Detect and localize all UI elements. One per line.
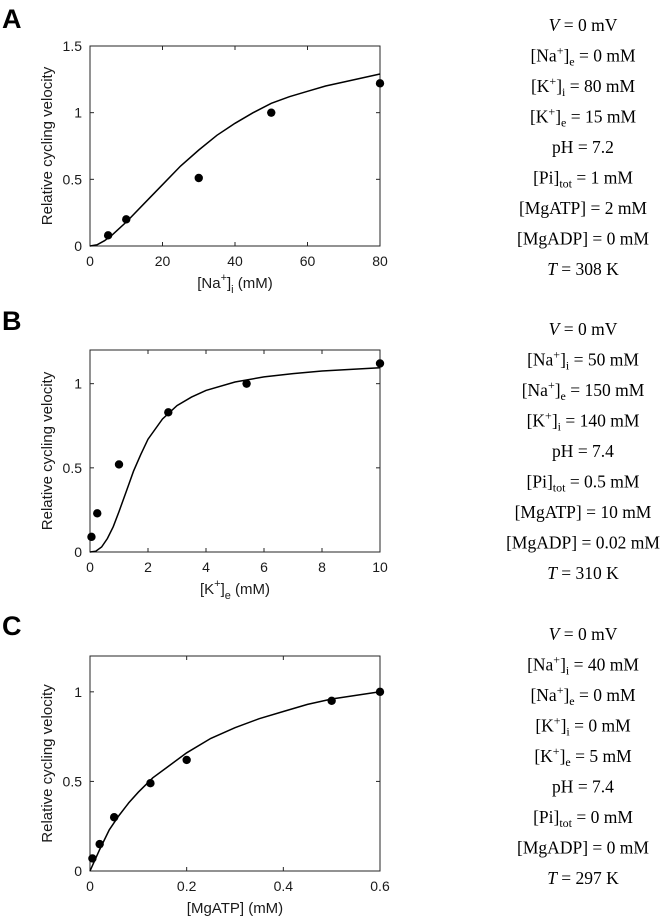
data-point bbox=[375, 79, 385, 88]
x-tick-label: 80 bbox=[372, 253, 388, 269]
x-tick-label: 40 bbox=[227, 253, 243, 269]
condition-line: [Na+]e = 150 mM bbox=[522, 378, 645, 403]
y-axis-label: Relative cycling velocity bbox=[39, 371, 56, 530]
x-axis-label: [K+]e (mM) bbox=[200, 578, 270, 602]
condition-line: [Pi]tot = 1 mM bbox=[533, 168, 633, 191]
fit-curve bbox=[89, 366, 381, 553]
plot-frame bbox=[89, 45, 381, 247]
condition-line: [Na+]e = 0 mM bbox=[530, 683, 636, 708]
condition-line: pH = 7.4 bbox=[552, 441, 614, 461]
data-point bbox=[103, 231, 113, 240]
data-point bbox=[87, 532, 96, 542]
condition-line: [K+]i = 140 mM bbox=[527, 409, 640, 434]
x-tick-label: 0.4 bbox=[274, 878, 294, 894]
condition-line: V = 0 mV bbox=[549, 15, 618, 35]
condition-line: [MgATP] = 2 mM bbox=[519, 198, 647, 218]
plot-frame bbox=[89, 349, 381, 553]
condition-line: [MgATP] = 10 mM bbox=[515, 502, 652, 522]
data-point bbox=[122, 215, 131, 224]
x-tick-label: 0 bbox=[86, 253, 94, 269]
y-tick-label: 0.5 bbox=[63, 773, 83, 789]
x-tick-label: 4 bbox=[202, 559, 210, 575]
panel-letter: B bbox=[2, 306, 22, 336]
data-point bbox=[146, 779, 155, 788]
y-tick-label: 0.5 bbox=[63, 460, 83, 476]
data-point bbox=[194, 173, 203, 183]
y-tick-label: 1 bbox=[74, 376, 82, 392]
y-axis-label: Relative cycling velocity bbox=[39, 684, 56, 843]
x-axis-label: [Na+]i (mM) bbox=[197, 272, 273, 296]
data-point bbox=[93, 509, 102, 518]
condition-line: [Na+]i = 40 mM bbox=[527, 653, 639, 678]
y-tick-label: 1 bbox=[74, 105, 82, 121]
x-axis-label: [MgATP] (mM) bbox=[187, 900, 283, 917]
fit-curve bbox=[89, 73, 381, 247]
condition-line: pH = 7.2 bbox=[552, 137, 614, 157]
condition-line: [Pi]tot = 0 mM bbox=[533, 807, 633, 830]
data-point bbox=[242, 379, 251, 388]
fit-curve bbox=[89, 691, 381, 872]
x-tick-label: 10 bbox=[372, 559, 388, 575]
x-tick-label: 8 bbox=[318, 559, 326, 575]
data-point bbox=[375, 359, 385, 368]
condition-line: [K+]e = 5 mM bbox=[534, 744, 632, 769]
x-tick-label: 0.2 bbox=[177, 878, 197, 894]
condition-line: [Na+]i = 50 mM bbox=[527, 348, 639, 373]
panel-a: A 0 20 40 60 80 0 0.5 1 1.5 [Na+]i (mM) Relative cy… bbox=[2, 4, 649, 296]
condition-line: [K+]i = 80 mM bbox=[531, 74, 636, 99]
condition-line: T = 310 K bbox=[547, 563, 619, 583]
condition-line: V = 0 mV bbox=[549, 319, 618, 339]
condition-line: [Na+]e = 0 mM bbox=[530, 44, 636, 69]
condition-line: [MgADP] = 0.02 mM bbox=[506, 533, 660, 553]
plot-frame bbox=[89, 655, 381, 872]
y-tick-label: 1.5 bbox=[63, 38, 83, 54]
condition-line: [MgADP] = 0 mM bbox=[517, 229, 649, 249]
data-point bbox=[114, 460, 124, 469]
y-tick-label: 1 bbox=[74, 684, 82, 700]
y-tick-label: 0 bbox=[74, 863, 82, 879]
condition-line: T = 308 K bbox=[547, 259, 619, 279]
x-tick-label: 2 bbox=[144, 559, 152, 575]
y-tick-label: 0 bbox=[74, 238, 82, 254]
condition-line: [K+]e = 15 mM bbox=[530, 105, 637, 130]
condition-line: V = 0 mV bbox=[549, 624, 618, 644]
data-point bbox=[164, 408, 173, 417]
y-axis-label: Relative cycling velocity bbox=[39, 66, 56, 225]
y-tick-label: 0 bbox=[74, 544, 82, 560]
data-point bbox=[182, 755, 191, 765]
panel-letter: C bbox=[2, 611, 22, 641]
condition-line: [MgADP] = 0 mM bbox=[517, 838, 649, 858]
panel-b: B 0 2 4 6 8 10 0 0.5 1 [K+]e (mM) Relative cycling … bbox=[2, 306, 660, 602]
panel-c: C 0 0.2 0.4 0.6 0 0.5 1 [MgATP] (mM) Relative cyc… bbox=[2, 611, 649, 917]
y-tick-label: 0.5 bbox=[63, 171, 83, 187]
panel-letter: A bbox=[2, 4, 22, 34]
condition-line: T = 297 K bbox=[547, 868, 619, 888]
x-tick-label: 6 bbox=[260, 559, 268, 575]
x-tick-label: 60 bbox=[300, 253, 316, 269]
data-point bbox=[267, 108, 276, 117]
condition-line: [Pi]tot = 0.5 mM bbox=[527, 472, 640, 495]
x-tick-label: 20 bbox=[155, 253, 171, 269]
x-tick-label: 0.6 bbox=[370, 878, 390, 894]
x-tick-label: 0 bbox=[86, 559, 94, 575]
condition-line: pH = 7.4 bbox=[552, 777, 614, 797]
x-tick-label: 0 bbox=[86, 878, 94, 894]
condition-line: [K+]i = 0 mM bbox=[535, 714, 631, 739]
